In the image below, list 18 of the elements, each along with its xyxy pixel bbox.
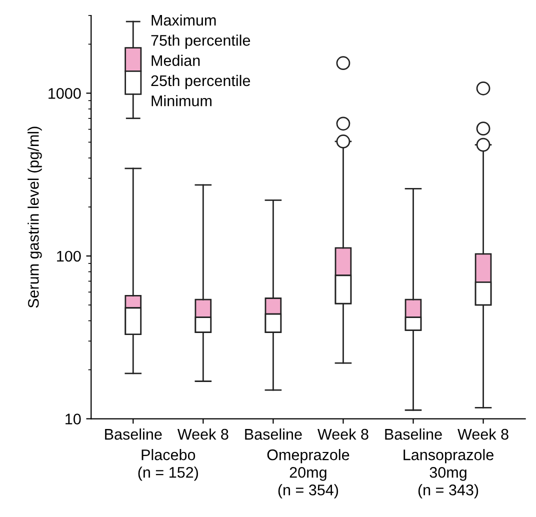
- x-tick-label: Week 8: [177, 428, 228, 440]
- text: Omeprazole 20mg (n = 354): [267, 449, 350, 498]
- annotation: Minimum: [152, 95, 212, 106]
- annotation: Median: [152, 54, 200, 66]
- y-tick-label: 1000: [48, 88, 81, 99]
- x-tick-label: Week 8: [458, 428, 508, 440]
- annotation: 75th percentile: [151, 34, 250, 49]
- text: Lansoprazole 30mg (n = 343): [404, 449, 494, 498]
- x-tick-label: Week 8: [318, 428, 368, 440]
- annotation: Maximum: [152, 14, 216, 26]
- annotation: 25th percentile: [151, 74, 250, 90]
- y-tick-label: 100: [57, 250, 81, 262]
- x-tick-label: Baseline: [385, 428, 442, 440]
- y-tick-label: 10: [66, 414, 81, 424]
- x-tick-label: Baseline: [245, 428, 302, 440]
- x-tick-label: Baseline: [105, 428, 162, 440]
- y-axis-title: Serum gastrin level (pg/ml): [28, 126, 42, 308]
- text: Placebo (n = 152): [138, 449, 198, 481]
